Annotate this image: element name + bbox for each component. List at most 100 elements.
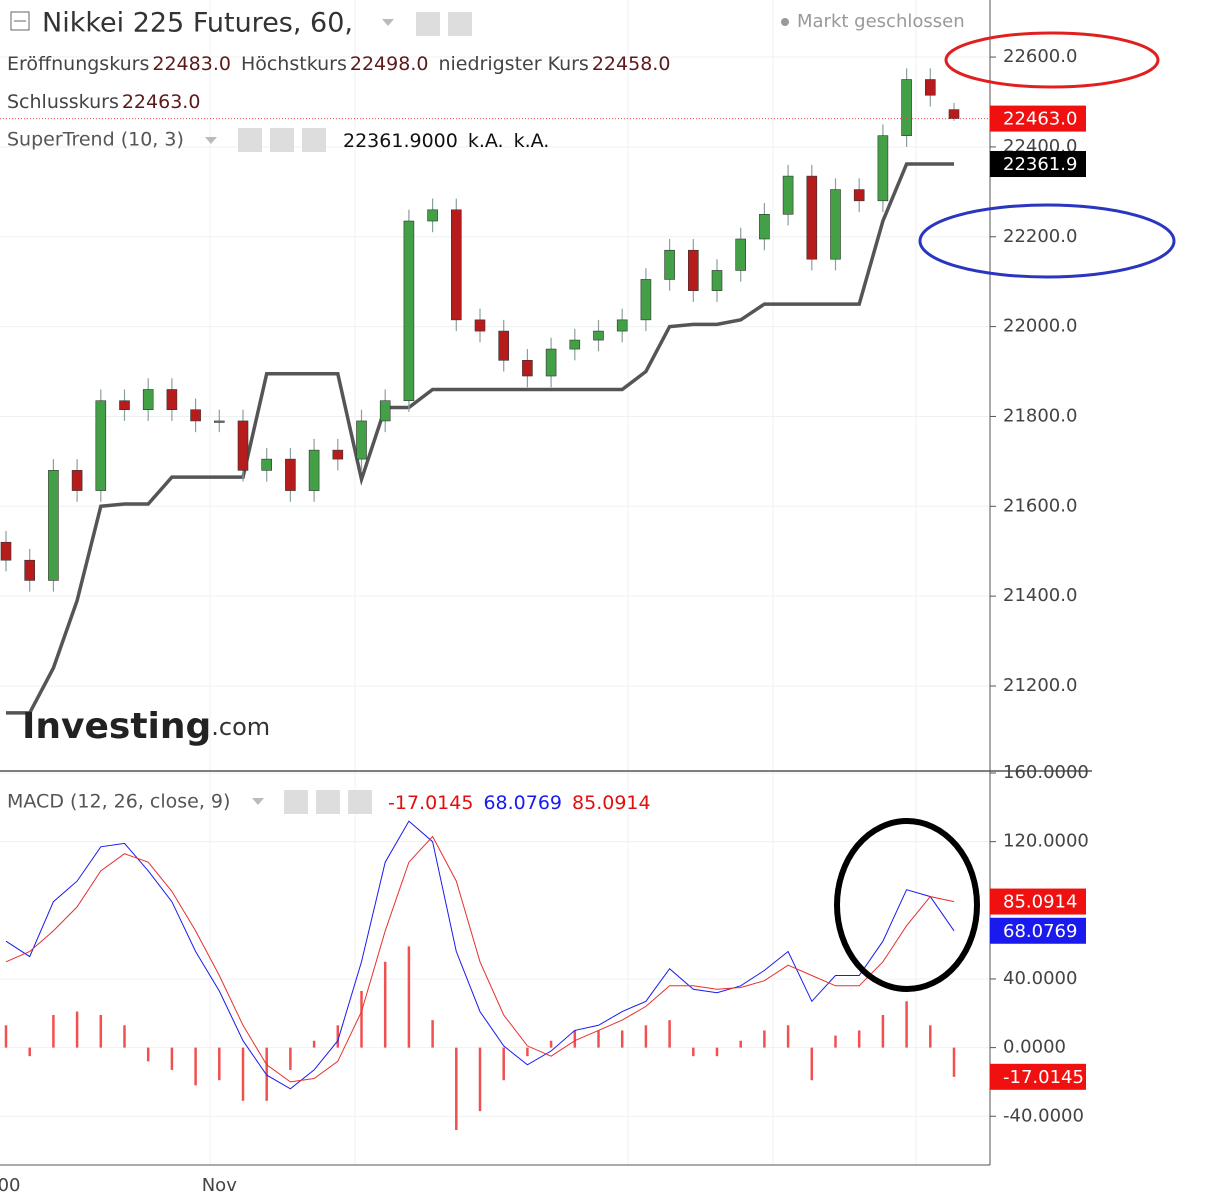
- candle-body: [616, 319, 628, 332]
- annotation-ellipse: [834, 818, 980, 992]
- gear-icon[interactable]: [448, 12, 472, 36]
- y-tick-label: 40.0000: [1003, 968, 1077, 989]
- price-tag-label: -17.0145: [1003, 1067, 1084, 1088]
- candle-body: [711, 270, 723, 291]
- y-tick-label: 22600.0: [1003, 46, 1077, 67]
- value: 22498.0: [350, 53, 429, 75]
- candle-body: [948, 109, 960, 119]
- macd-line: [5, 835, 955, 1083]
- candle-body: [924, 79, 936, 96]
- indicator-name: MACD (12, 26, close, 9): [7, 791, 230, 813]
- candle-body: [237, 420, 249, 471]
- price-tag-label: 85.0914: [1003, 892, 1077, 913]
- value: 22463.0: [122, 91, 201, 113]
- eye-icon[interactable]: [416, 12, 440, 36]
- y-tick-label: 21600.0: [1003, 495, 1077, 516]
- plot: [0, 68, 990, 1130]
- eye-icon[interactable]: [238, 128, 262, 152]
- close-icon[interactable]: [348, 790, 372, 814]
- supertrend-line: [6, 162, 954, 715]
- candle-body: [71, 470, 83, 491]
- value: 85.0914: [572, 792, 651, 814]
- value: k.A.: [468, 130, 504, 152]
- collapse-icon[interactable]: [10, 11, 30, 31]
- candle-body: [877, 135, 889, 202]
- candle-body: [664, 249, 675, 280]
- candle-body: [166, 389, 178, 411]
- x-tick-label: :00: [0, 1175, 20, 1196]
- candle-body: [569, 339, 581, 350]
- watermark: Investing.com: [22, 706, 270, 747]
- y-tick-label: 22000.0: [1003, 316, 1077, 337]
- value: 22483.0: [152, 53, 231, 75]
- candle-body: [356, 420, 367, 460]
- eye-icon[interactable]: [284, 790, 308, 814]
- candle-body: [285, 458, 296, 491]
- close-legend: Schlusskurs 22463.0: [7, 91, 200, 113]
- x-tick-label: Nov: [202, 1175, 237, 1196]
- price-tag: [990, 105, 1086, 132]
- candle-body: [450, 209, 462, 321]
- y-tick-label: 21800.0: [1003, 405, 1077, 426]
- candle-body: [142, 389, 154, 411]
- dropdown[interactable]: [382, 19, 394, 26]
- candle-body: [853, 189, 865, 202]
- candle-body: [498, 330, 510, 361]
- candle-body: [901, 79, 912, 136]
- candle-body: [48, 470, 59, 581]
- candle-body: [0, 541, 12, 561]
- watermark-text: Investing: [22, 706, 211, 747]
- price-tag: [990, 917, 1086, 944]
- annotation-ellipse: [918, 203, 1176, 279]
- dropdown[interactable]: [252, 798, 264, 805]
- candle-body: [214, 420, 225, 423]
- y-tick-label: 120.0000: [1003, 831, 1089, 852]
- candle-body: [261, 458, 273, 471]
- status: Markt geschlossen: [797, 11, 965, 32]
- candle-body: [308, 449, 320, 491]
- indicator-values: 22361.9000 k.A. k.A.: [343, 130, 549, 152]
- price-tag-label: 22361.9: [1003, 154, 1077, 175]
- close-icon[interactable]: [302, 128, 326, 152]
- candle-body: [190, 409, 201, 422]
- watermark-text: .com: [211, 713, 270, 741]
- candle-body: [332, 449, 344, 460]
- annotation-ellipse: [944, 31, 1160, 89]
- y-tick-label: 21200.0: [1003, 675, 1077, 696]
- label: niedrigster Kurs: [438, 53, 588, 75]
- candle-body: [522, 359, 533, 377]
- value: -17.0145: [388, 792, 473, 814]
- dropdown[interactable]: [205, 137, 217, 144]
- candle-body: [640, 279, 652, 321]
- indicator-name: SuperTrend (10, 3): [7, 129, 184, 151]
- value: k.A.: [514, 130, 550, 152]
- candle-body: [24, 559, 36, 581]
- title: Nikkei 225 Futures, 60,: [42, 8, 353, 39]
- candle-body: [806, 175, 818, 260]
- value: 68.0769: [483, 792, 562, 814]
- indicator-values: -17.0145 68.0769 85.0914: [388, 792, 651, 814]
- y-tick-label: 160.0000: [1003, 762, 1089, 783]
- candle-body: [403, 220, 415, 402]
- value: 22361.9000: [343, 130, 458, 152]
- candle-body: [782, 175, 794, 215]
- candle-body: [830, 189, 841, 260]
- gear-icon[interactable]: [316, 790, 340, 814]
- candle-body: [474, 319, 486, 332]
- gear-icon[interactable]: [270, 128, 294, 152]
- y-tick-label: 0.0000: [1003, 1037, 1066, 1058]
- value: 22458.0: [592, 53, 671, 75]
- y-tick-label: 22200.0: [1003, 226, 1077, 247]
- candle-body: [687, 249, 699, 291]
- candle-body: [593, 330, 604, 341]
- price-tag: [990, 1063, 1086, 1090]
- y-tick-label: 21400.0: [1003, 585, 1077, 606]
- candle-body: [95, 400, 107, 491]
- label: Schlusskurs: [7, 91, 119, 113]
- grid: [0, 0, 990, 1165]
- y-tick-label: -40.0000: [1003, 1105, 1084, 1126]
- ohlc-legend: Eröffnungskurs 22483.0 Höchstkurs 22498.0 ni…: [7, 53, 670, 75]
- candle-body: [379, 400, 391, 422]
